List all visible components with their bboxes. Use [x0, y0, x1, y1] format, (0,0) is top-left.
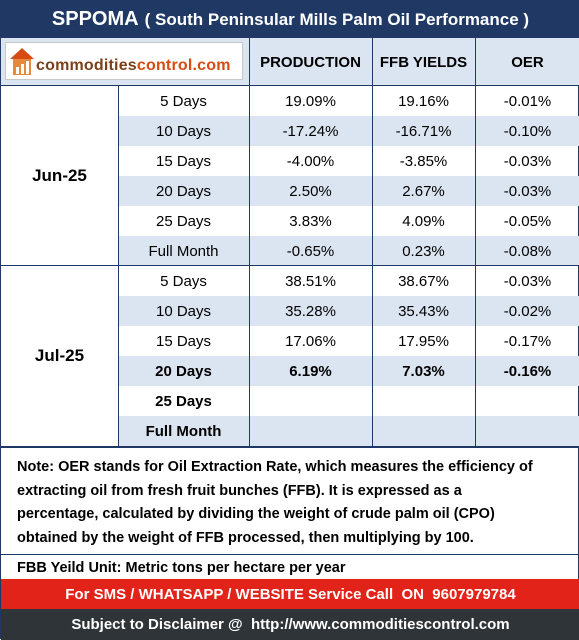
- table-row: 15 Days 17.06% 17.95% -0.17%: [118, 326, 579, 356]
- table-row: 20 Days 2.50% 2.67% -0.03%: [118, 176, 579, 206]
- column-divider: [372, 38, 373, 446]
- logo-part-2: control.com: [136, 57, 231, 74]
- table-row: 5 Days 38.51% 38.67% -0.03%: [118, 266, 579, 296]
- ffb-cell: [372, 416, 475, 446]
- oer-cell: -0.03%: [503, 182, 552, 200]
- ffb-cell: -16.71%: [395, 122, 452, 140]
- table-row: 25 Days 3.83% 4.09% -0.05%: [118, 206, 579, 236]
- production-cell: -17.24%: [282, 122, 339, 140]
- period-cell: Full Month: [145, 422, 222, 440]
- oer-note: Note: OER stands for Oil Extraction Rate…: [1, 450, 579, 553]
- ffb-cell: [372, 386, 475, 416]
- production-cell: 6.19%: [289, 362, 332, 380]
- title-bar: SPPOMA ( South Peninsular Mills Palm Oil…: [1, 1, 579, 38]
- column-header-production: PRODUCTION: [260, 53, 361, 71]
- house-chart-icon: [10, 48, 34, 75]
- production-cell: [249, 386, 372, 416]
- period-cell: 20 Days: [155, 182, 212, 200]
- yield-unit-note: FBB Yeild Unit: Metric tons per hectare …: [17, 560, 346, 576]
- period-cell: 15 Days: [155, 152, 212, 170]
- period-cell: 5 Days: [160, 272, 207, 290]
- oer-cell: -0.17%: [503, 332, 552, 350]
- ffb-cell: 35.43%: [398, 302, 449, 320]
- table-row: 10 Days 35.28% 35.43% -0.02%: [118, 296, 579, 326]
- block-divider: [1, 265, 579, 266]
- note-line: extracting oil from fresh fruit bunches …: [17, 482, 462, 499]
- report-title: SPPOMA: [51, 8, 139, 30]
- ffb-cell: 38.67%: [398, 272, 449, 290]
- period-cell: 5 Days: [160, 92, 207, 110]
- period-cell: 15 Days: [155, 332, 212, 350]
- oer-cell: -0.16%: [503, 362, 552, 380]
- production-cell: 2.50%: [289, 182, 332, 200]
- oer-cell: -0.05%: [503, 212, 552, 230]
- table-row: Full Month: [118, 416, 579, 446]
- ffb-cell: 17.95%: [398, 332, 449, 350]
- production-cell: 38.51%: [285, 272, 336, 290]
- production-cell: -4.00%: [286, 152, 335, 170]
- table-header: commoditiescontrol.com PRODUCTION FFB YI…: [1, 38, 579, 86]
- production-cell: -0.65%: [286, 242, 335, 260]
- period-cell: 10 Days: [155, 122, 212, 140]
- note-line: percentage, calculated by dividing the w…: [17, 506, 495, 522]
- ffb-cell: 19.16%: [398, 92, 449, 110]
- ffb-cell: -3.85%: [399, 152, 448, 170]
- column-header-ffb-yields: FFB YIELDS: [379, 53, 468, 71]
- ffb-cell: 4.09%: [402, 212, 445, 230]
- note-line: obtained by the weight of FFB processed,…: [17, 529, 474, 546]
- month-label-jun: Jun-25: [32, 166, 87, 185]
- disclaimer-link[interactable]: Subject to Disclaimer @ http://www.commo…: [1, 609, 579, 640]
- oer-cell: -0.01%: [503, 92, 552, 110]
- period-cell: 25 Days: [155, 212, 212, 230]
- production-cell: 17.06%: [285, 332, 336, 350]
- column-divider: [249, 38, 250, 446]
- column-divider: [475, 38, 476, 446]
- oer-cell: -0.08%: [503, 242, 552, 260]
- table-bottom-border: [1, 446, 579, 448]
- oer-cell: [475, 386, 579, 416]
- oer-cell: -0.02%: [503, 302, 552, 320]
- logo-part-1: commodities: [36, 57, 137, 74]
- column-header-oer: OER: [511, 53, 544, 71]
- table-row: 25 Days: [118, 386, 579, 416]
- note-divider: [1, 554, 579, 555]
- period-cell: 20 Days: [155, 362, 212, 380]
- period-cell: Full Month: [148, 242, 219, 260]
- production-cell: 19.09%: [285, 92, 336, 110]
- oer-cell: -0.03%: [503, 152, 552, 170]
- production-cell: 3.83%: [289, 212, 332, 230]
- oer-cell: -0.10%: [503, 122, 552, 140]
- july-block: Jul-25 5 Days 38.51% 38.67% -0.03% 10 Da…: [1, 266, 579, 446]
- production-cell: [249, 416, 372, 446]
- logo[interactable]: commoditiescontrol.com: [5, 42, 243, 80]
- table-row: 15 Days -4.00% -3.85% -0.03%: [118, 146, 579, 176]
- oer-cell: -0.03%: [503, 272, 552, 290]
- table-row: 10 Days -17.24% -16.71% -0.10%: [118, 116, 579, 146]
- period-cell: 25 Days: [155, 392, 212, 410]
- period-cell: 10 Days: [155, 302, 212, 320]
- month-label-jul: Jul-25: [34, 346, 85, 365]
- table-row: Full Month -0.65% 0.23% -0.08%: [118, 236, 579, 266]
- june-block: Jun-25 5 Days 19.09% 19.16% -0.01% 10 Da…: [1, 86, 579, 266]
- logo-wordmark: commoditiescontrol.com: [36, 57, 231, 75]
- production-cell: 35.28%: [285, 302, 336, 320]
- table-row: 20 Days 6.19% 7.03% -0.16%: [118, 356, 579, 386]
- column-divider: [118, 86, 119, 446]
- report-subtitle: ( South Peninsular Mills Palm Oil Perfor…: [144, 9, 530, 29]
- ffb-cell: 0.23%: [402, 242, 445, 260]
- ffb-cell: 7.03%: [402, 362, 445, 380]
- note-line: Note: OER stands for Oil Extraction Rate…: [17, 459, 533, 475]
- table-row: 5 Days 19.09% 19.16% -0.01%: [118, 86, 579, 116]
- sms-service-banner[interactable]: For SMS / WHATSAPP / WEBSITE Service Cal…: [1, 579, 579, 609]
- ffb-cell: 2.67%: [402, 182, 445, 200]
- oer-cell: [475, 416, 579, 446]
